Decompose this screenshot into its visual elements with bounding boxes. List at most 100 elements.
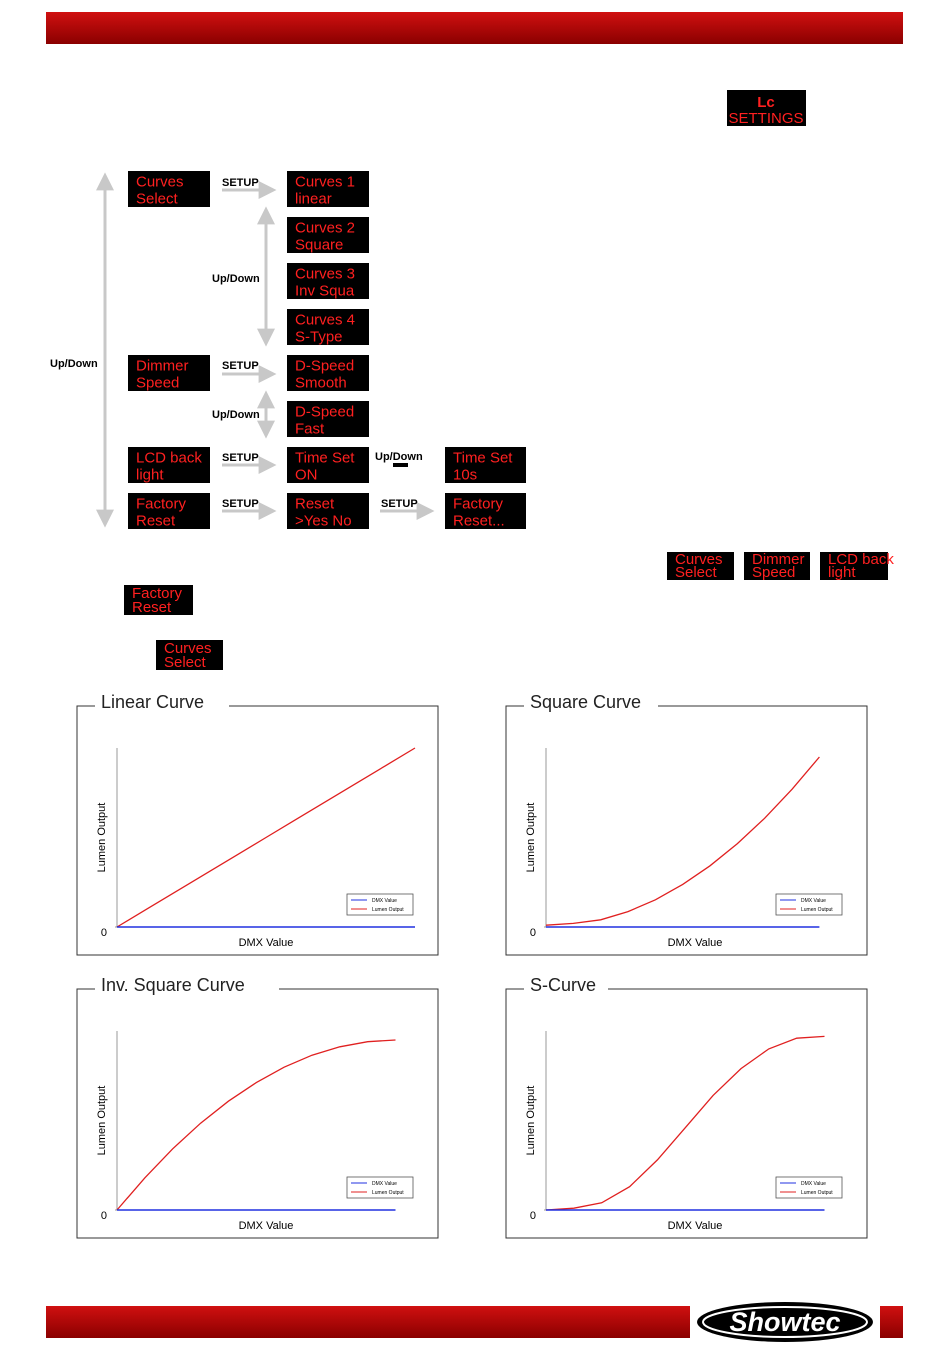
lcd-text: 10s [453,466,477,483]
lcd-text: LCD back [136,449,202,466]
lcd-text: LCD back [828,551,894,568]
chart-frame [505,705,868,956]
lcd-text: Select [164,654,207,671]
title-backdrop [95,694,229,718]
lcd-text: Reset [295,495,335,512]
lcd-box [445,493,526,529]
lcd-box [287,447,369,483]
header-bar [46,12,903,44]
x-axis-label: DMX Value [239,1220,294,1232]
legend-box [346,893,414,916]
y-tick-label: 0 [101,927,107,939]
lcd-box [287,217,369,253]
lcd-text: Dimmer [136,357,189,374]
arrow-label: SETUP [222,498,259,510]
lcd-text: S-Type [295,328,343,345]
lcd-text: >Yes No [295,512,352,529]
lcd-box [667,552,734,580]
chart-title: Square Curve [530,692,641,712]
x-axis-label: DMX Value [239,937,294,949]
lcd-box [287,493,369,529]
lcd-text: Curves [675,551,723,568]
lcd-text: Time Set [453,449,513,466]
lcd-box [287,171,369,207]
y-axis-label: Lumen Output [525,803,537,873]
title-backdrop [524,694,658,718]
lcd-text: Reset [136,512,176,529]
footer-bar-end [880,1306,903,1338]
legend-box [775,1176,843,1199]
legend-label: DMX Value [801,898,826,904]
arrow-label: SETUP [222,452,259,464]
legend-box [775,893,843,916]
lcd-text: Factory [136,495,187,512]
lcd-box [727,90,806,126]
series-line [116,747,416,928]
lcd-text: Time Set [295,449,355,466]
legend-label: Lumen Output [372,907,404,913]
chart-title: S-Curve [530,975,596,995]
legend-label: Lumen Output [801,907,833,913]
arrow-label: SETUP [381,498,418,510]
lcd-box [128,447,210,483]
arrow-label: SETUP [222,360,259,372]
legend-label: DMX Value [801,1181,826,1187]
series-line [545,1035,825,1211]
y-tick-label: 0 [530,1210,536,1222]
lcd-text: Lc [757,94,775,111]
y-tick-label: 0 [530,927,536,939]
chart-frame [505,988,868,1239]
logo: Showtec [729,1307,840,1337]
chart-frame [76,705,439,956]
lcd-text: Reset [132,599,172,616]
arrow-label: Up/Down [375,451,423,463]
lcd-box [124,585,193,615]
lcd-text: Speed [136,374,179,391]
arrow-label: SETUP [222,177,259,189]
legend-label: DMX Value [372,898,397,904]
dash [393,463,408,467]
lcd-box [287,263,369,299]
chart-title: Inv. Square Curve [101,975,245,995]
title-backdrop [95,977,279,1001]
lcd-text: Reset... [453,512,505,529]
lcd-text: Speed [752,564,795,581]
lcd-text: Curves 2 [295,219,355,236]
series-line [545,756,820,926]
legend-label: Lumen Output [372,1190,404,1196]
chart-frame [76,988,439,1239]
lcd-text: linear [295,190,332,207]
chart-title: Linear Curve [101,692,204,712]
legend-label: Lumen Output [801,1190,833,1196]
lcd-text: Curves 3 [295,265,355,282]
lcd-box [156,640,223,670]
lcd-box [128,355,210,391]
logo-badge [697,1302,873,1342]
legend-box [346,1176,414,1199]
y-axis-label: Lumen Output [96,803,108,873]
lcd-text: Curves 4 [295,311,355,328]
lcd-box [287,401,369,437]
lcd-text: Curves 1 [295,173,355,190]
lcd-text: Inv Squa [295,282,355,299]
lcd-box [128,171,210,207]
lcd-text: Factory [132,585,183,602]
x-axis-label: DMX Value [668,1220,723,1232]
lcd-text: Dimmer [752,551,805,568]
x-axis-label: DMX Value [668,937,723,949]
lcd-text: Select [675,564,718,581]
y-axis-label: Lumen Output [96,1086,108,1156]
lcd-text: Factory [453,495,504,512]
y-tick-label: 0 [101,1210,107,1222]
lcd-box [820,552,888,580]
arrow-label: Up/Down [50,358,98,370]
lcd-text: light [828,564,856,581]
lcd-box [287,355,369,391]
logo-ring [702,1306,868,1338]
lcd-box [744,552,810,580]
lcd-box [128,493,210,529]
lcd-text: Select [136,190,179,207]
lcd-text: light [136,466,164,483]
y-axis-label: Lumen Output [525,1086,537,1156]
